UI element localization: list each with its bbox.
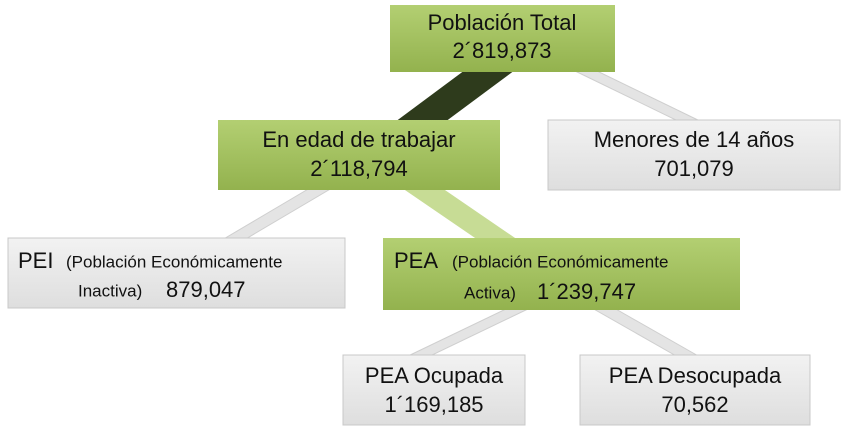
node-value: 1´169,185 <box>384 392 483 417</box>
connector <box>402 188 518 240</box>
node-value: 70,562 <box>661 392 728 417</box>
node-desc: (Población Económicamente <box>452 252 668 271</box>
node-box <box>547 119 841 191</box>
node-desc: (Población Económicamente <box>66 252 282 271</box>
node-label: Menores de 14 años <box>594 127 795 152</box>
connector <box>395 70 515 122</box>
node-box <box>579 354 811 426</box>
node-value: 2´819,873 <box>452 38 551 63</box>
node-box <box>342 354 526 426</box>
node-label: PEA <box>394 248 438 273</box>
node-value: 2´118,794 <box>310 156 407 181</box>
connector <box>405 307 531 358</box>
connector <box>572 69 703 123</box>
node-label: En edad de trabajar <box>262 127 455 152</box>
node-label: PEA Desocupada <box>609 363 782 388</box>
connector <box>590 307 702 358</box>
node-label: Población Total <box>428 10 577 35</box>
node-desc: Activa) <box>464 283 516 302</box>
node-box <box>7 237 346 309</box>
node-desc: Inactiva) <box>78 281 142 300</box>
node-label: PEI <box>18 248 53 273</box>
node-label: PEA Ocupada <box>365 363 504 388</box>
node-box <box>218 120 500 190</box>
node-value: 879,047 <box>166 277 246 302</box>
node-box <box>390 5 615 72</box>
node-value: 701,079 <box>654 156 734 181</box>
node-box <box>383 238 740 310</box>
connector <box>220 187 334 241</box>
node-value: 1´239,747 <box>537 279 636 304</box>
